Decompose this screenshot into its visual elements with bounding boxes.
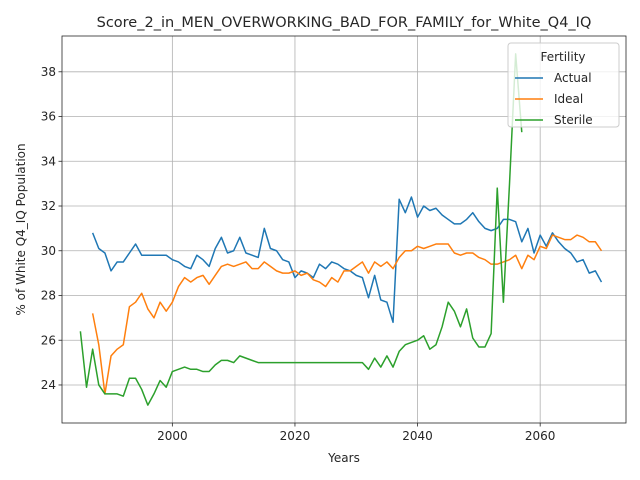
series-line-ideal — [91, 234, 603, 395]
legend: Fertility Actual Ideal Sterile — [507, 42, 620, 128]
y-axis-ticks: 24 26 28 30 32 34 36 38 — [41, 65, 62, 392]
series-line-sterile — [79, 53, 523, 406]
legend-title: Fertility — [540, 50, 585, 64]
x-axis-label: Years — [327, 451, 360, 465]
y-tick-label: 38 — [41, 65, 56, 79]
x-tick-label: 2060 — [525, 429, 556, 443]
y-axis-label: % of White Q4_IQ Population — [14, 143, 28, 315]
x-tick-label: 2000 — [157, 429, 188, 443]
legend-entries: Actual Ideal Sterile — [515, 71, 593, 127]
legend-box — [507, 42, 620, 128]
y-tick-label: 24 — [41, 378, 56, 392]
x-tick-label: 2040 — [402, 429, 433, 443]
y-tick-label: 34 — [41, 154, 56, 168]
x-tick-label: 2020 — [280, 429, 311, 443]
legend-label-sterile: Sterile — [554, 113, 593, 127]
y-tick-label: 36 — [41, 110, 56, 124]
series-lines — [79, 53, 603, 406]
plot-frame — [61, 35, 627, 424]
chart-title: Score_2_in_MEN_OVERWORKING_BAD_FOR_FAMIL… — [97, 15, 592, 31]
y-tick-label: 28 — [41, 289, 56, 303]
y-tick-label: 32 — [41, 199, 56, 213]
legend-label-actual: Actual — [554, 71, 592, 85]
legend-label-ideal: Ideal — [554, 92, 583, 106]
x-axis-ticks: 2000 2020 2040 2060 — [157, 423, 555, 443]
y-tick-label: 26 — [41, 333, 56, 347]
series-line-actual — [91, 196, 603, 324]
y-tick-label: 30 — [41, 244, 56, 258]
